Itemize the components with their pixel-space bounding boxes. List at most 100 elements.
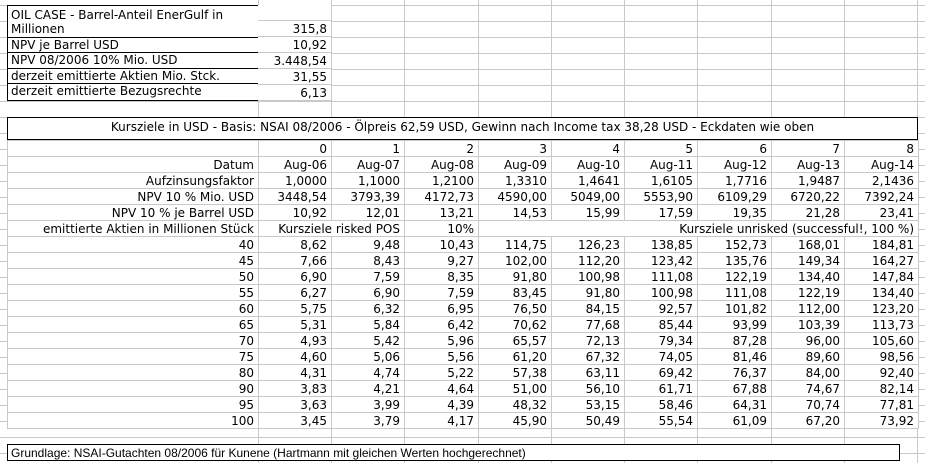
price-target-cell[interactable]: 6,32: [331, 300, 405, 317]
price-target-cell[interactable]: 102,00: [478, 252, 552, 269]
value-cell[interactable]: 4590,00: [478, 188, 552, 205]
price-target-cell[interactable]: 152,73: [697, 236, 772, 253]
price-target-cell[interactable]: 10,43: [404, 236, 479, 253]
summary-value[interactable]: 10,92: [258, 37, 332, 53]
price-target-cell[interactable]: 61,71: [624, 380, 698, 397]
shares-count-cell[interactable]: 90: [7, 380, 259, 397]
column-index-cell[interactable]: 6: [697, 140, 772, 157]
date-cell[interactable]: Aug-10: [551, 156, 625, 173]
shares-count-cell[interactable]: 95: [7, 396, 259, 413]
price-target-cell[interactable]: 126,23: [551, 236, 625, 253]
price-target-cell[interactable]: 5,22: [404, 364, 479, 381]
value-cell[interactable]: 1,1000: [331, 172, 405, 189]
value-cell[interactable]: 17,59: [624, 204, 698, 221]
price-target-cell[interactable]: 3,99: [331, 396, 405, 413]
price-target-cell[interactable]: 168,01: [771, 236, 845, 253]
price-target-cell[interactable]: 105,60: [844, 332, 919, 349]
price-target-cell[interactable]: 4,60: [258, 348, 332, 365]
shares-count-cell[interactable]: 55: [7, 284, 259, 301]
value-cell[interactable]: 1,4641: [551, 172, 625, 189]
column-index-cell[interactable]: 5: [624, 140, 698, 157]
value-cell[interactable]: 14,53: [478, 204, 552, 221]
shares-axis-label-cell[interactable]: emittierte Aktien in Millionen Stück: [7, 220, 259, 237]
column-index-cell[interactable]: 2: [404, 140, 479, 157]
price-target-cell[interactable]: 184,81: [844, 236, 919, 253]
price-target-cell[interactable]: 134,40: [844, 284, 919, 301]
price-target-cell[interactable]: 135,76: [697, 252, 772, 269]
summary-value[interactable]: 3.448,54: [258, 53, 332, 69]
row-label-cell[interactable]: [7, 140, 259, 157]
price-target-cell[interactable]: 98,56: [844, 348, 919, 365]
price-target-cell[interactable]: 67,32: [551, 348, 625, 365]
price-target-cell[interactable]: 50,49: [551, 412, 625, 429]
price-target-cell[interactable]: 111,08: [697, 284, 772, 301]
value-cell[interactable]: 12,01: [331, 204, 405, 221]
risked-band-cell[interactable]: Kursziele risked POS: [258, 220, 405, 237]
shares-count-cell[interactable]: 75: [7, 348, 259, 365]
value-cell[interactable]: 21,28: [771, 204, 845, 221]
price-target-cell[interactable]: 83,45: [478, 284, 552, 301]
value-cell[interactable]: 3448,54: [258, 188, 332, 205]
price-target-cell[interactable]: 77,81: [844, 396, 919, 413]
date-cell[interactable]: Aug-12: [697, 156, 772, 173]
shares-count-cell[interactable]: 65: [7, 316, 259, 333]
price-target-cell[interactable]: 123,20: [844, 300, 919, 317]
price-target-cell[interactable]: 164,27: [844, 252, 919, 269]
column-index-cell[interactable]: 3: [478, 140, 552, 157]
price-target-cell[interactable]: 58,46: [624, 396, 698, 413]
price-target-cell[interactable]: 6,42: [404, 316, 479, 333]
price-target-cell[interactable]: 100,98: [624, 284, 698, 301]
summary-value[interactable]: 6,13: [258, 85, 332, 101]
price-target-cell[interactable]: 77,68: [551, 316, 625, 333]
shares-count-cell[interactable]: 80: [7, 364, 259, 381]
date-cell[interactable]: Aug-14: [844, 156, 919, 173]
summary-value[interactable]: 31,55: [258, 69, 332, 85]
price-target-cell[interactable]: 5,96: [404, 332, 479, 349]
date-cell[interactable]: Aug-08: [404, 156, 479, 173]
column-index-cell[interactable]: 0: [258, 140, 332, 157]
price-target-cell[interactable]: 48,32: [478, 396, 552, 413]
price-target-cell[interactable]: 67,20: [771, 412, 845, 429]
summary-label[interactable]: NPV 08/2006 10% Mio. USD: [8, 53, 258, 69]
price-target-cell[interactable]: 64,31: [697, 396, 772, 413]
price-target-cell[interactable]: 91,80: [551, 284, 625, 301]
risked-pct-cell[interactable]: 10%: [404, 220, 479, 237]
price-target-cell[interactable]: 4,64: [404, 380, 479, 397]
shares-count-cell[interactable]: 45: [7, 252, 259, 269]
price-target-cell[interactable]: 123,42: [624, 252, 698, 269]
price-target-cell[interactable]: 8,62: [258, 236, 332, 253]
price-target-cell[interactable]: 5,42: [331, 332, 405, 349]
price-target-cell[interactable]: 7,59: [331, 268, 405, 285]
price-target-cell[interactable]: 93,99: [697, 316, 772, 333]
row-label-cell[interactable]: NPV 10 % Mio. USD: [7, 188, 259, 205]
price-target-cell[interactable]: 74,67: [771, 380, 845, 397]
price-target-cell[interactable]: 5,75: [258, 300, 332, 317]
price-target-cell[interactable]: 72,13: [551, 332, 625, 349]
price-target-cell[interactable]: 74,05: [624, 348, 698, 365]
price-target-cell[interactable]: 51,00: [478, 380, 552, 397]
value-cell[interactable]: 1,0000: [258, 172, 332, 189]
price-target-cell[interactable]: 122,19: [771, 284, 845, 301]
price-target-cell[interactable]: 7,66: [258, 252, 332, 269]
shares-count-cell[interactable]: 40: [7, 236, 259, 253]
price-target-cell[interactable]: 5,56: [404, 348, 479, 365]
shares-count-cell[interactable]: 100: [7, 412, 259, 429]
value-cell[interactable]: 3793,39: [331, 188, 405, 205]
price-target-cell[interactable]: 92,57: [624, 300, 698, 317]
price-target-cell[interactable]: 5,84: [331, 316, 405, 333]
price-target-cell[interactable]: 147,84: [844, 268, 919, 285]
price-target-cell[interactable]: 76,37: [697, 364, 772, 381]
unrisked-band-cell[interactable]: Kursziele unrisked (successful!, 100 %): [478, 220, 919, 237]
value-cell[interactable]: 1,6105: [624, 172, 698, 189]
price-target-cell[interactable]: 3,83: [258, 380, 332, 397]
value-cell[interactable]: 6109,29: [697, 188, 772, 205]
price-target-cell[interactable]: 6,90: [331, 284, 405, 301]
price-target-cell[interactable]: 149,34: [771, 252, 845, 269]
date-cell[interactable]: Aug-09: [478, 156, 552, 173]
price-target-cell[interactable]: 100,98: [551, 268, 625, 285]
summary-label[interactable]: derzeit emittierte Aktien Mio. Stck.: [8, 69, 258, 84]
summary-value[interactable]: 315,8: [258, 21, 332, 37]
price-target-cell[interactable]: 134,40: [771, 268, 845, 285]
datum-label-cell[interactable]: Datum: [7, 156, 259, 173]
price-target-cell[interactable]: 63,11: [551, 364, 625, 381]
